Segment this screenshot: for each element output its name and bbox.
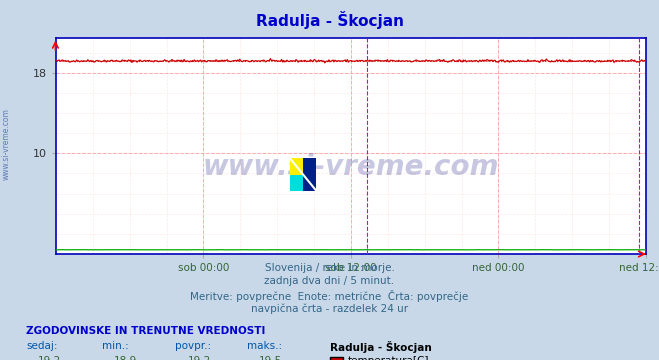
Text: maks.:: maks.:	[247, 341, 282, 351]
Text: Slovenija / reke in morje.: Slovenija / reke in morje.	[264, 263, 395, 273]
Text: sedaj:: sedaj:	[26, 341, 58, 351]
Text: navpična črta - razdelek 24 ur: navpična črta - razdelek 24 ur	[251, 304, 408, 314]
Text: ZGODOVINSKE IN TRENUTNE VREDNOSTI: ZGODOVINSKE IN TRENUTNE VREDNOSTI	[26, 326, 266, 336]
Text: www.si-vreme.com: www.si-vreme.com	[2, 108, 11, 180]
Text: Radulja - Škocjan: Radulja - Škocjan	[256, 11, 403, 29]
Text: 19,2: 19,2	[188, 356, 212, 360]
Bar	[290, 158, 303, 175]
Text: zadnja dva dni / 5 minut.: zadnja dva dni / 5 minut.	[264, 276, 395, 287]
Text: 18,9: 18,9	[113, 356, 137, 360]
Text: Meritve: povprečne  Enote: metrične  Črta: povprečje: Meritve: povprečne Enote: metrične Črta:…	[190, 290, 469, 302]
Bar	[303, 158, 316, 191]
Text: povpr.:: povpr.:	[175, 341, 211, 351]
Text: www.si-vreme.com: www.si-vreme.com	[203, 153, 499, 181]
Text: 19,5: 19,5	[258, 356, 282, 360]
Text: temperatura[C]: temperatura[C]	[348, 356, 430, 360]
Text: Radulja - Škocjan: Radulja - Škocjan	[330, 341, 431, 353]
Text: min.:: min.:	[102, 341, 129, 351]
Bar	[290, 175, 303, 191]
Text: 19,2: 19,2	[38, 356, 61, 360]
